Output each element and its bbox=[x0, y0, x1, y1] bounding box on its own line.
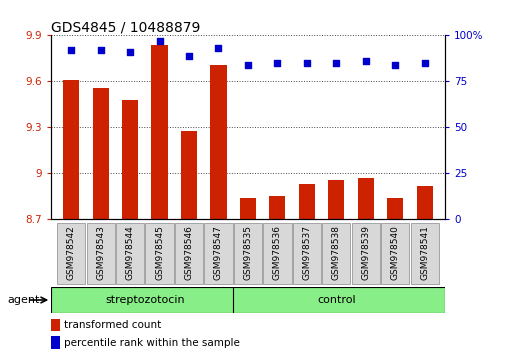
Point bbox=[214, 45, 222, 51]
FancyBboxPatch shape bbox=[116, 223, 144, 284]
Text: agent: agent bbox=[8, 295, 40, 305]
Text: streptozotocin: streptozotocin bbox=[105, 295, 184, 305]
Text: GDS4845 / 10488879: GDS4845 / 10488879 bbox=[50, 20, 199, 34]
FancyBboxPatch shape bbox=[292, 223, 320, 284]
FancyBboxPatch shape bbox=[86, 223, 115, 284]
FancyBboxPatch shape bbox=[351, 223, 379, 284]
Text: GSM978537: GSM978537 bbox=[302, 225, 311, 280]
Point bbox=[332, 60, 340, 66]
Text: GSM978543: GSM978543 bbox=[96, 225, 105, 280]
Point bbox=[185, 53, 193, 58]
Text: GSM978538: GSM978538 bbox=[331, 225, 340, 280]
Text: GSM978541: GSM978541 bbox=[419, 225, 428, 280]
FancyBboxPatch shape bbox=[233, 223, 262, 284]
Text: GSM978542: GSM978542 bbox=[67, 225, 76, 280]
Point bbox=[420, 60, 428, 66]
Text: percentile rank within the sample: percentile rank within the sample bbox=[64, 338, 240, 348]
Text: control: control bbox=[316, 295, 355, 305]
FancyBboxPatch shape bbox=[322, 223, 350, 284]
FancyBboxPatch shape bbox=[380, 223, 409, 284]
Text: GSM978535: GSM978535 bbox=[243, 225, 252, 280]
Point bbox=[96, 47, 105, 53]
FancyBboxPatch shape bbox=[204, 223, 232, 284]
Text: GSM978547: GSM978547 bbox=[214, 225, 223, 280]
Point bbox=[155, 38, 163, 44]
Point bbox=[67, 47, 75, 53]
FancyBboxPatch shape bbox=[57, 223, 85, 284]
Point bbox=[243, 62, 251, 68]
FancyBboxPatch shape bbox=[263, 223, 291, 284]
Point bbox=[302, 60, 310, 66]
Bar bbox=[63, 80, 79, 219]
Point bbox=[273, 60, 281, 66]
FancyBboxPatch shape bbox=[410, 223, 438, 284]
Bar bbox=[269, 196, 285, 219]
Bar bbox=[386, 198, 402, 219]
Text: GSM978539: GSM978539 bbox=[361, 225, 370, 280]
FancyBboxPatch shape bbox=[145, 223, 173, 284]
Bar bbox=[416, 186, 432, 219]
Bar bbox=[210, 64, 226, 219]
Point bbox=[126, 49, 134, 55]
Text: GSM978536: GSM978536 bbox=[272, 225, 281, 280]
Text: GSM978546: GSM978546 bbox=[184, 225, 193, 280]
Bar bbox=[50, 319, 61, 331]
FancyBboxPatch shape bbox=[175, 223, 203, 284]
Bar bbox=[92, 87, 109, 219]
Bar bbox=[328, 179, 344, 219]
Bar bbox=[181, 131, 197, 219]
Text: GSM978545: GSM978545 bbox=[155, 225, 164, 280]
Point bbox=[361, 58, 369, 64]
Bar bbox=[50, 336, 61, 349]
FancyBboxPatch shape bbox=[50, 287, 444, 313]
Bar bbox=[239, 198, 256, 219]
Text: GSM978540: GSM978540 bbox=[390, 225, 399, 280]
Point bbox=[390, 62, 398, 68]
Bar bbox=[122, 100, 138, 219]
Bar bbox=[298, 184, 314, 219]
Text: transformed count: transformed count bbox=[64, 320, 161, 330]
Text: GSM978544: GSM978544 bbox=[125, 225, 134, 280]
Bar bbox=[151, 45, 167, 219]
Bar bbox=[357, 178, 373, 219]
